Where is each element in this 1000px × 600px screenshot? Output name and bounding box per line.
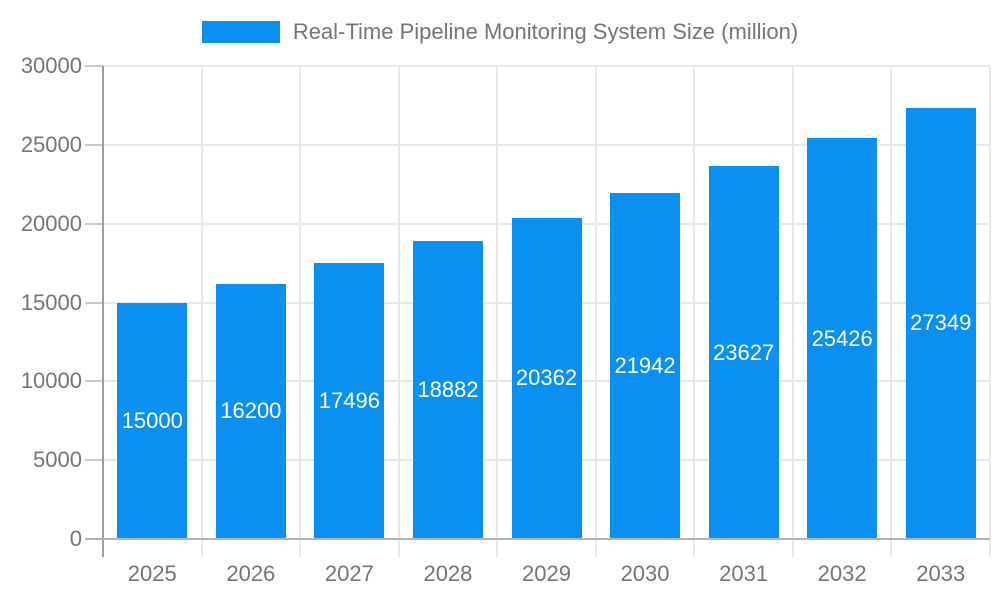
y-axis-tick-label: 5000 [33, 447, 82, 473]
y-tick [85, 222, 103, 225]
bar-2032[interactable] [807, 138, 878, 539]
y-tick [85, 301, 103, 304]
bar-2027[interactable] [314, 263, 385, 539]
x-axis-tick-label: 2032 [817, 561, 867, 586]
legend-item[interactable]: Real-Time Pipeline Monitoring System Siz… [201, 19, 799, 45]
x-axis-line [85, 538, 990, 540]
x-axis-tick-label: 2030 [620, 561, 670, 586]
category-boundary-gridline [791, 66, 794, 557]
x-axis-tick-label: 2028 [423, 561, 473, 586]
y-axis-tick-label: 30000 [20, 53, 82, 78]
legend-swatch [201, 21, 280, 43]
y-axis-tick-label: 15000 [20, 289, 82, 315]
bar-2033[interactable] [905, 107, 976, 539]
legend-label: Real-Time Pipeline Monitoring System Siz… [292, 19, 799, 44]
y-gridline [103, 65, 990, 67]
bar-value-label: 20362 [515, 365, 578, 391]
category-boundary-gridline [890, 66, 893, 557]
category-boundary-gridline [496, 66, 499, 557]
category-boundary-gridline [594, 66, 597, 557]
bar-value-label: 16200 [220, 398, 282, 424]
y-axis-tick-label: 0 [69, 526, 82, 551]
bar-2025[interactable] [117, 302, 188, 539]
bar-2029[interactable] [511, 217, 582, 539]
bar-2031[interactable] [708, 166, 779, 539]
legend: Real-Time Pipeline Monitoring System Siz… [0, 19, 1000, 45]
category-boundary-gridline [299, 66, 302, 557]
bar-value-label: 23627 [713, 339, 775, 365]
y-tick [85, 380, 103, 383]
bar-2028[interactable] [412, 241, 483, 539]
x-axis-tick-label: 2025 [127, 561, 177, 586]
bar-value-label: 27349 [910, 310, 972, 336]
category-boundary-gridline [397, 66, 400, 557]
x-axis-tick-label: 2026 [226, 561, 276, 586]
bar-value-label: 18882 [417, 377, 479, 403]
y-tick [85, 65, 103, 67]
x-axis-tick-label: 2033 [916, 561, 966, 586]
bar-value-label: 25426 [811, 325, 873, 351]
bar-value-label: 17496 [318, 388, 380, 414]
bar-value-label: 21942 [614, 353, 676, 379]
y-gridline [103, 143, 990, 146]
x-axis-tick-label: 2031 [719, 561, 769, 586]
bar-2026[interactable] [215, 283, 286, 539]
category-boundary-gridline [989, 66, 991, 557]
y-axis-tick-label: 20000 [20, 210, 82, 236]
y-tick [85, 143, 103, 146]
y-axis-tick-label: 25000 [20, 131, 82, 157]
category-boundary-gridline [693, 66, 696, 557]
category-boundary-gridline [200, 66, 203, 557]
bar-2030[interactable] [610, 193, 681, 539]
y-axis-tick-label: 10000 [20, 368, 82, 394]
y-tick [85, 459, 103, 462]
bar-value-label: 15000 [121, 407, 183, 433]
y-axis-line [102, 66, 104, 557]
x-axis-tick-label: 2027 [324, 561, 374, 586]
x-axis-tick-label: 2029 [522, 561, 571, 586]
